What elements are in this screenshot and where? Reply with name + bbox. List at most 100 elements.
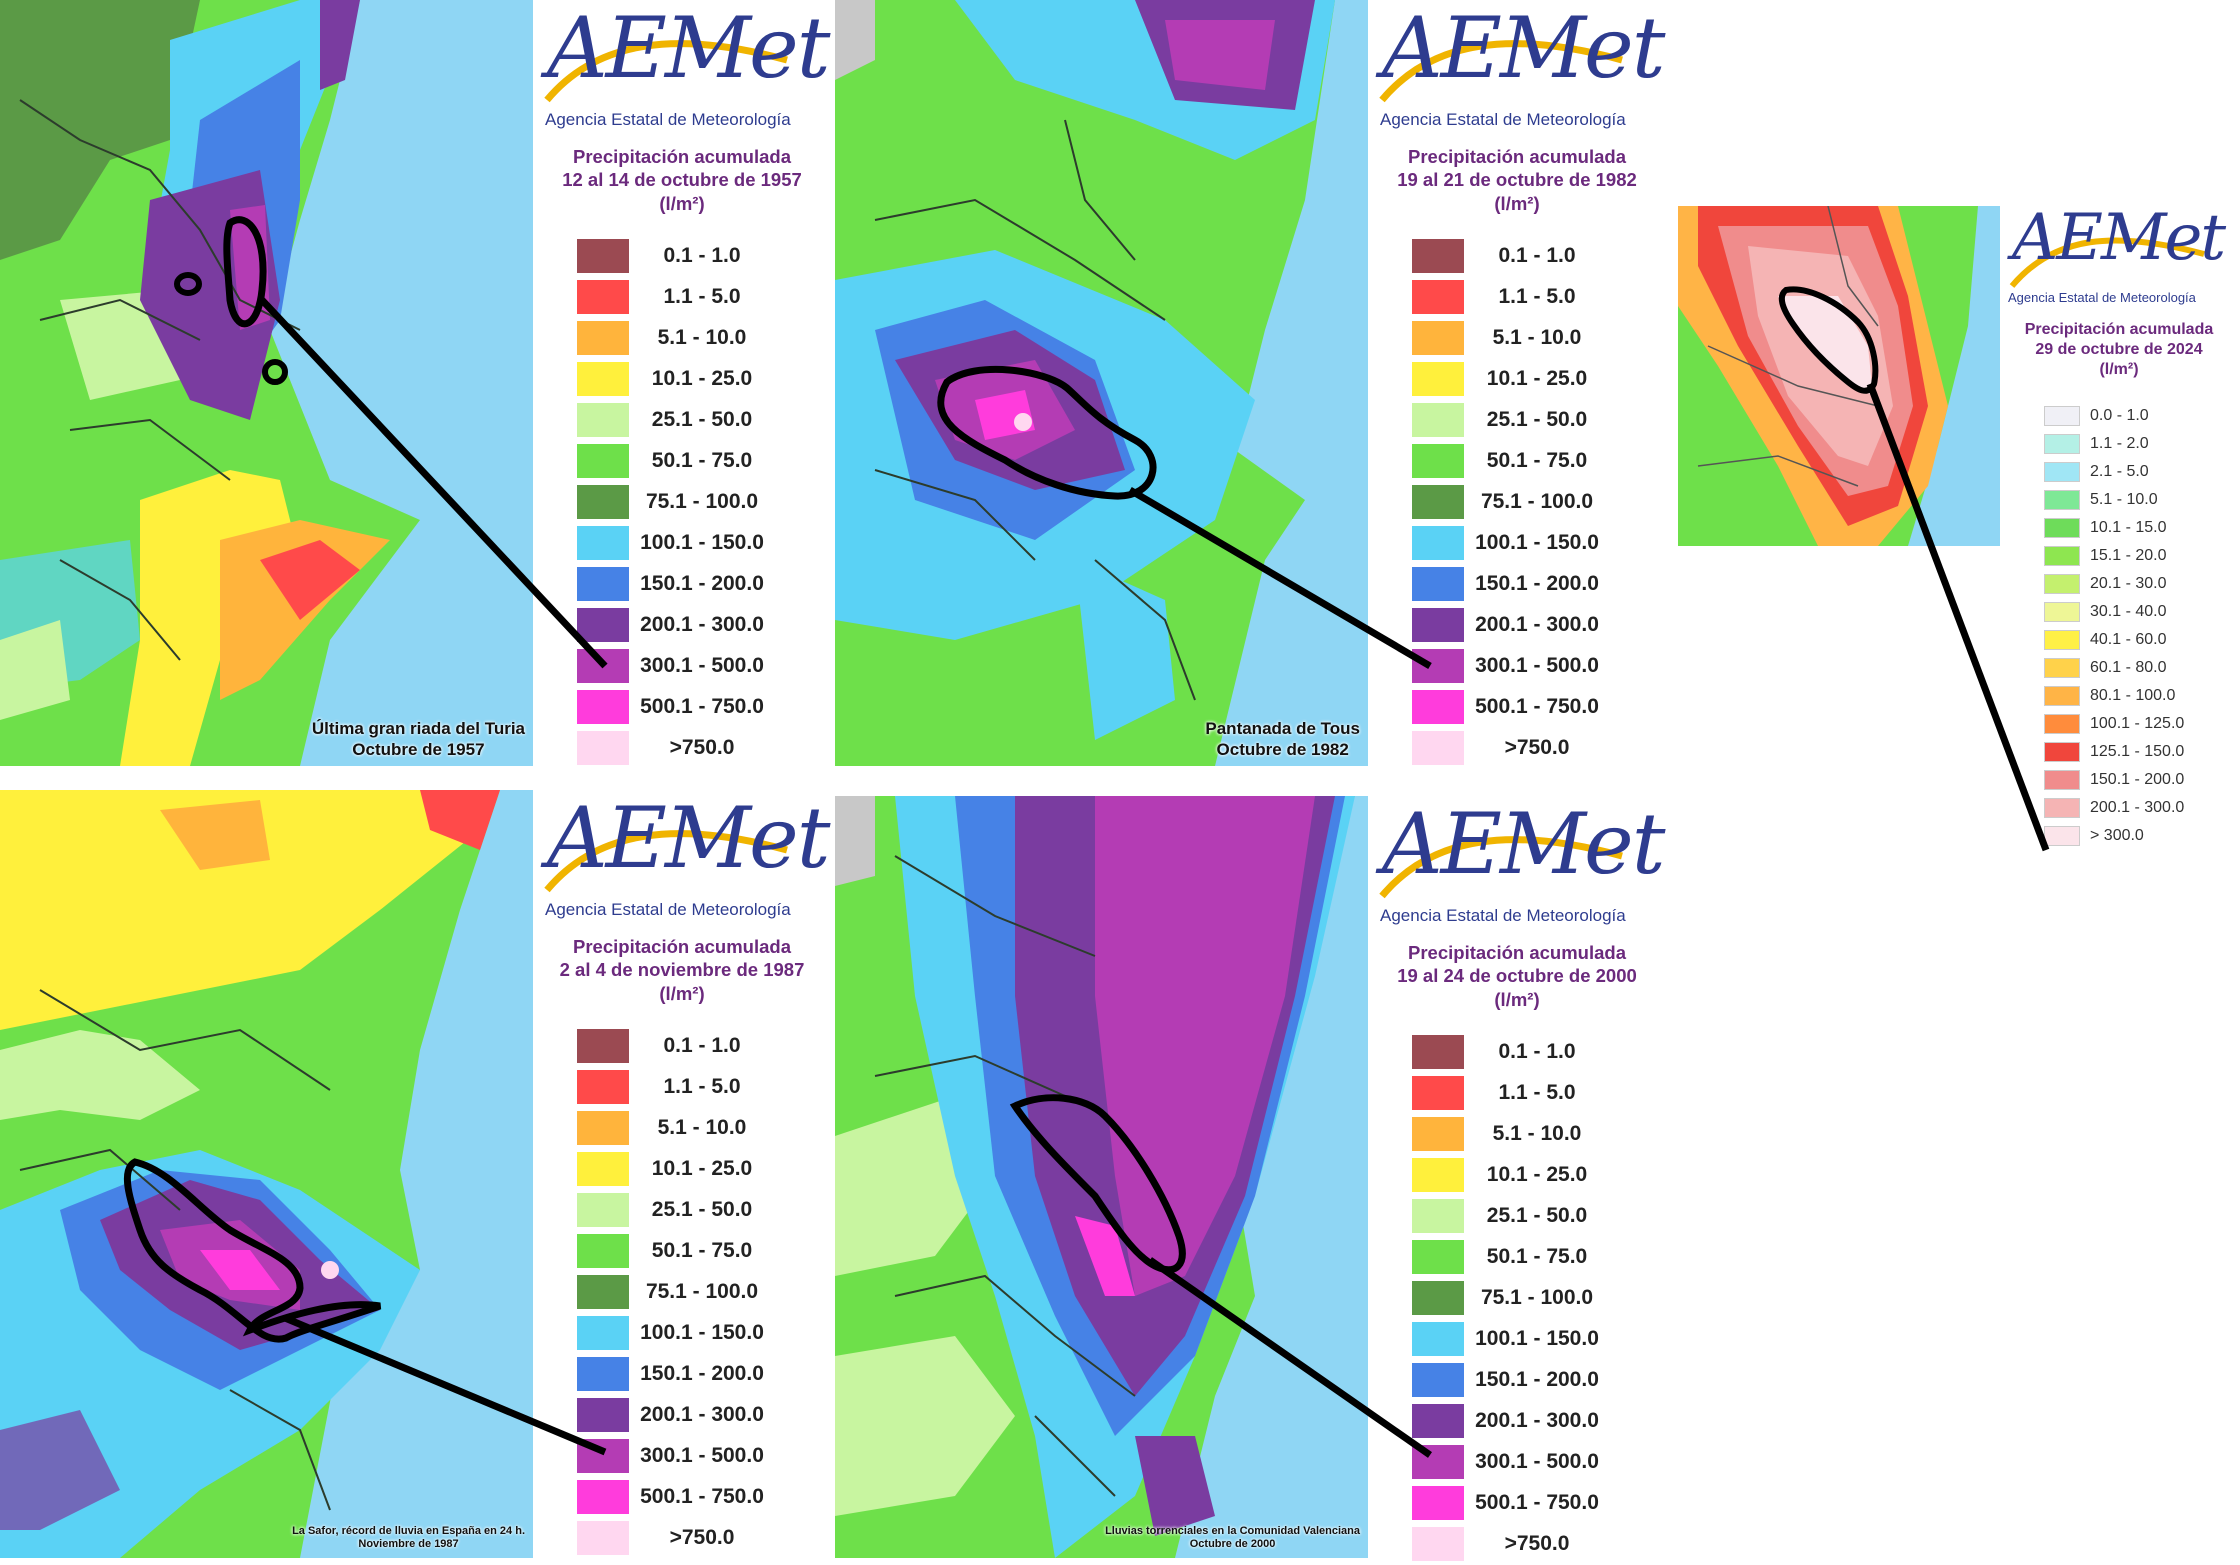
legend-title: Precipitación acumulada 19 al 21 de octu… [1372,145,1662,215]
legend-label: 300.1 - 500.0 [640,654,764,677]
legend-item: 150.1 - 200.0 [1412,564,1662,605]
legend-item: 5.1 - 10.0 [577,1108,827,1149]
legend-label: 200.1 - 300.0 [640,613,764,636]
legend-label: 50.1 - 75.0 [1486,1245,1588,1268]
title-dates: 12 al 14 de octubre de 1957 [562,169,802,191]
caption-title: Pantanada de Tous [1205,718,1360,738]
title-dates: 29 de octubre de 2024 [2035,341,2203,358]
legend-item: 0.1 - 1.0 [1412,1032,1662,1073]
legend-swatch [1412,690,1464,724]
legend-label: 80.1 - 100.0 [2090,687,2176,704]
legend-swatch [2044,490,2080,510]
legend-label: 100.1 - 150.0 [1475,531,1599,554]
legend-label: 200.1 - 300.0 [1475,613,1599,636]
legend-1957: AEMet Agencia Estatal de Meteorología Pr… [537,0,830,769]
legend-label: 5.1 - 10.0 [1492,1122,1582,1145]
legend-swatch [1412,1281,1464,1315]
legend-item: 1.1 - 2.0 [2044,430,2224,458]
legend-item: 25.1 - 50.0 [577,1190,827,1231]
legend-item: 500.1 - 750.0 [1412,1483,1662,1524]
legend-item: 10.1 - 25.0 [1412,359,1662,400]
legend-label: 500.1 - 750.0 [1475,1491,1599,1514]
legend-swatch [577,280,629,314]
legend-swatch [1412,1404,1464,1438]
legend-swatch [1412,1527,1464,1561]
legend-item: 150.1 - 200.0 [2044,766,2224,794]
legend-item: 300.1 - 500.0 [577,646,827,687]
title-dates: 19 al 24 de octubre de 2000 [1397,965,1637,987]
legend-item: 2.1 - 5.0 [2044,458,2224,486]
legend-label: 10.1 - 25.0 [651,367,753,390]
legend-item: >750.0 [577,1518,827,1559]
legend-swatch [1412,1322,1464,1356]
legend-label: >750.0 [1504,736,1570,759]
legend-swatch [2044,798,2080,818]
legend-item: 80.1 - 100.0 [2044,682,2224,710]
legend-label: 75.1 - 100.0 [645,490,759,513]
legend-label: 75.1 - 100.0 [1480,1286,1594,1309]
legend-item: 100.1 - 150.0 [1412,523,1662,564]
logo-wordmark: AEMet [1382,0,1665,97]
legend-label: 0.1 - 1.0 [1498,244,1576,267]
legend-label: 25.1 - 50.0 [651,1198,753,1221]
caption-title: La Safor, récord de lluvia en España en … [292,1524,525,1537]
precipitation-map-1957: Última gran riada del Turia Octubre de 1… [0,0,533,766]
legend-label: 200.1 - 300.0 [2090,799,2185,816]
legend-swatch [2044,714,2080,734]
legend-item: 75.1 - 100.0 [577,482,827,523]
legend-item: 125.1 - 150.0 [2044,738,2224,766]
legend-title: Precipitación acumulada 19 al 24 de octu… [1372,941,1662,1011]
legend-swatch [2044,462,2080,482]
legend-item: >750.0 [577,728,827,769]
logo-wordmark: AEMet [547,0,830,97]
legend-item: 300.1 - 500.0 [577,1436,827,1477]
logo-wordmark: AEMet [547,789,830,887]
legend-label: 5.1 - 10.0 [657,326,747,349]
legend-label: 30.1 - 40.0 [2090,603,2167,620]
title-dates: 2 al 4 de noviembre de 1987 [559,959,805,981]
legend-swatch [2044,658,2080,678]
legend-label: 200.1 - 300.0 [640,1403,764,1426]
agency-name: Agencia Estatal de Meteorología [545,900,791,919]
title-line1: Precipitación acumulada [1408,942,1626,963]
legend-item: 5.1 - 10.0 [1412,1114,1662,1155]
legend-label: 1.1 - 5.0 [1498,285,1576,308]
legend-item: >750.0 [1412,728,1662,769]
legend-label: 25.1 - 50.0 [1486,1204,1588,1227]
legend-label: 100.1 - 125.0 [2090,715,2185,732]
legend-swatch [1412,1117,1464,1151]
legend-swatch [1412,485,1464,519]
legend-swatch [2044,742,2080,762]
legend-item: >750.0 [1412,1524,1662,1565]
legend-label: 15.1 - 20.0 [2090,547,2167,564]
caption-date: Octubre de 1982 [1216,739,1349,759]
map-caption: Pantanada de Tous Octubre de 1982 [1205,718,1360,761]
legend-item: 0.1 - 1.0 [577,1026,827,1067]
legend-label: 200.1 - 300.0 [1475,1409,1599,1432]
legend-label: 10.1 - 25.0 [1486,367,1588,390]
legend-swatch [1412,1445,1464,1479]
legend-swatch [2044,518,2080,538]
legend-label: 0.1 - 1.0 [1498,1040,1576,1063]
legend-swatch [1412,321,1464,355]
title-units: (l/m²) [659,192,705,214]
legend-item: 100.1 - 150.0 [577,1313,827,1354]
legend-label: 0.1 - 1.0 [663,1034,741,1057]
legend-swatch [2044,686,2080,706]
legend-item: 300.1 - 500.0 [1412,646,1662,687]
legend-label: 50.1 - 75.0 [651,449,753,472]
legend-item: 10.1 - 25.0 [1412,1155,1662,1196]
legend-label: 1.1 - 2.0 [2090,435,2149,452]
legend-label: 25.1 - 50.0 [651,408,753,431]
legend-swatch [577,1029,629,1063]
legend-item: 50.1 - 75.0 [577,441,827,482]
legend-swatch [1412,444,1464,478]
legend-item: 150.1 - 200.0 [577,564,827,605]
legend-swatch [577,1521,629,1555]
legend-item: 500.1 - 750.0 [577,687,827,728]
legend-label: 150.1 - 200.0 [1475,1368,1599,1391]
legend-swatch [577,1070,629,1104]
legend-item: 75.1 - 100.0 [577,1272,827,1313]
legend-item: 40.1 - 60.0 [2044,626,2224,654]
legend-label: 10.1 - 25.0 [1486,1163,1588,1186]
